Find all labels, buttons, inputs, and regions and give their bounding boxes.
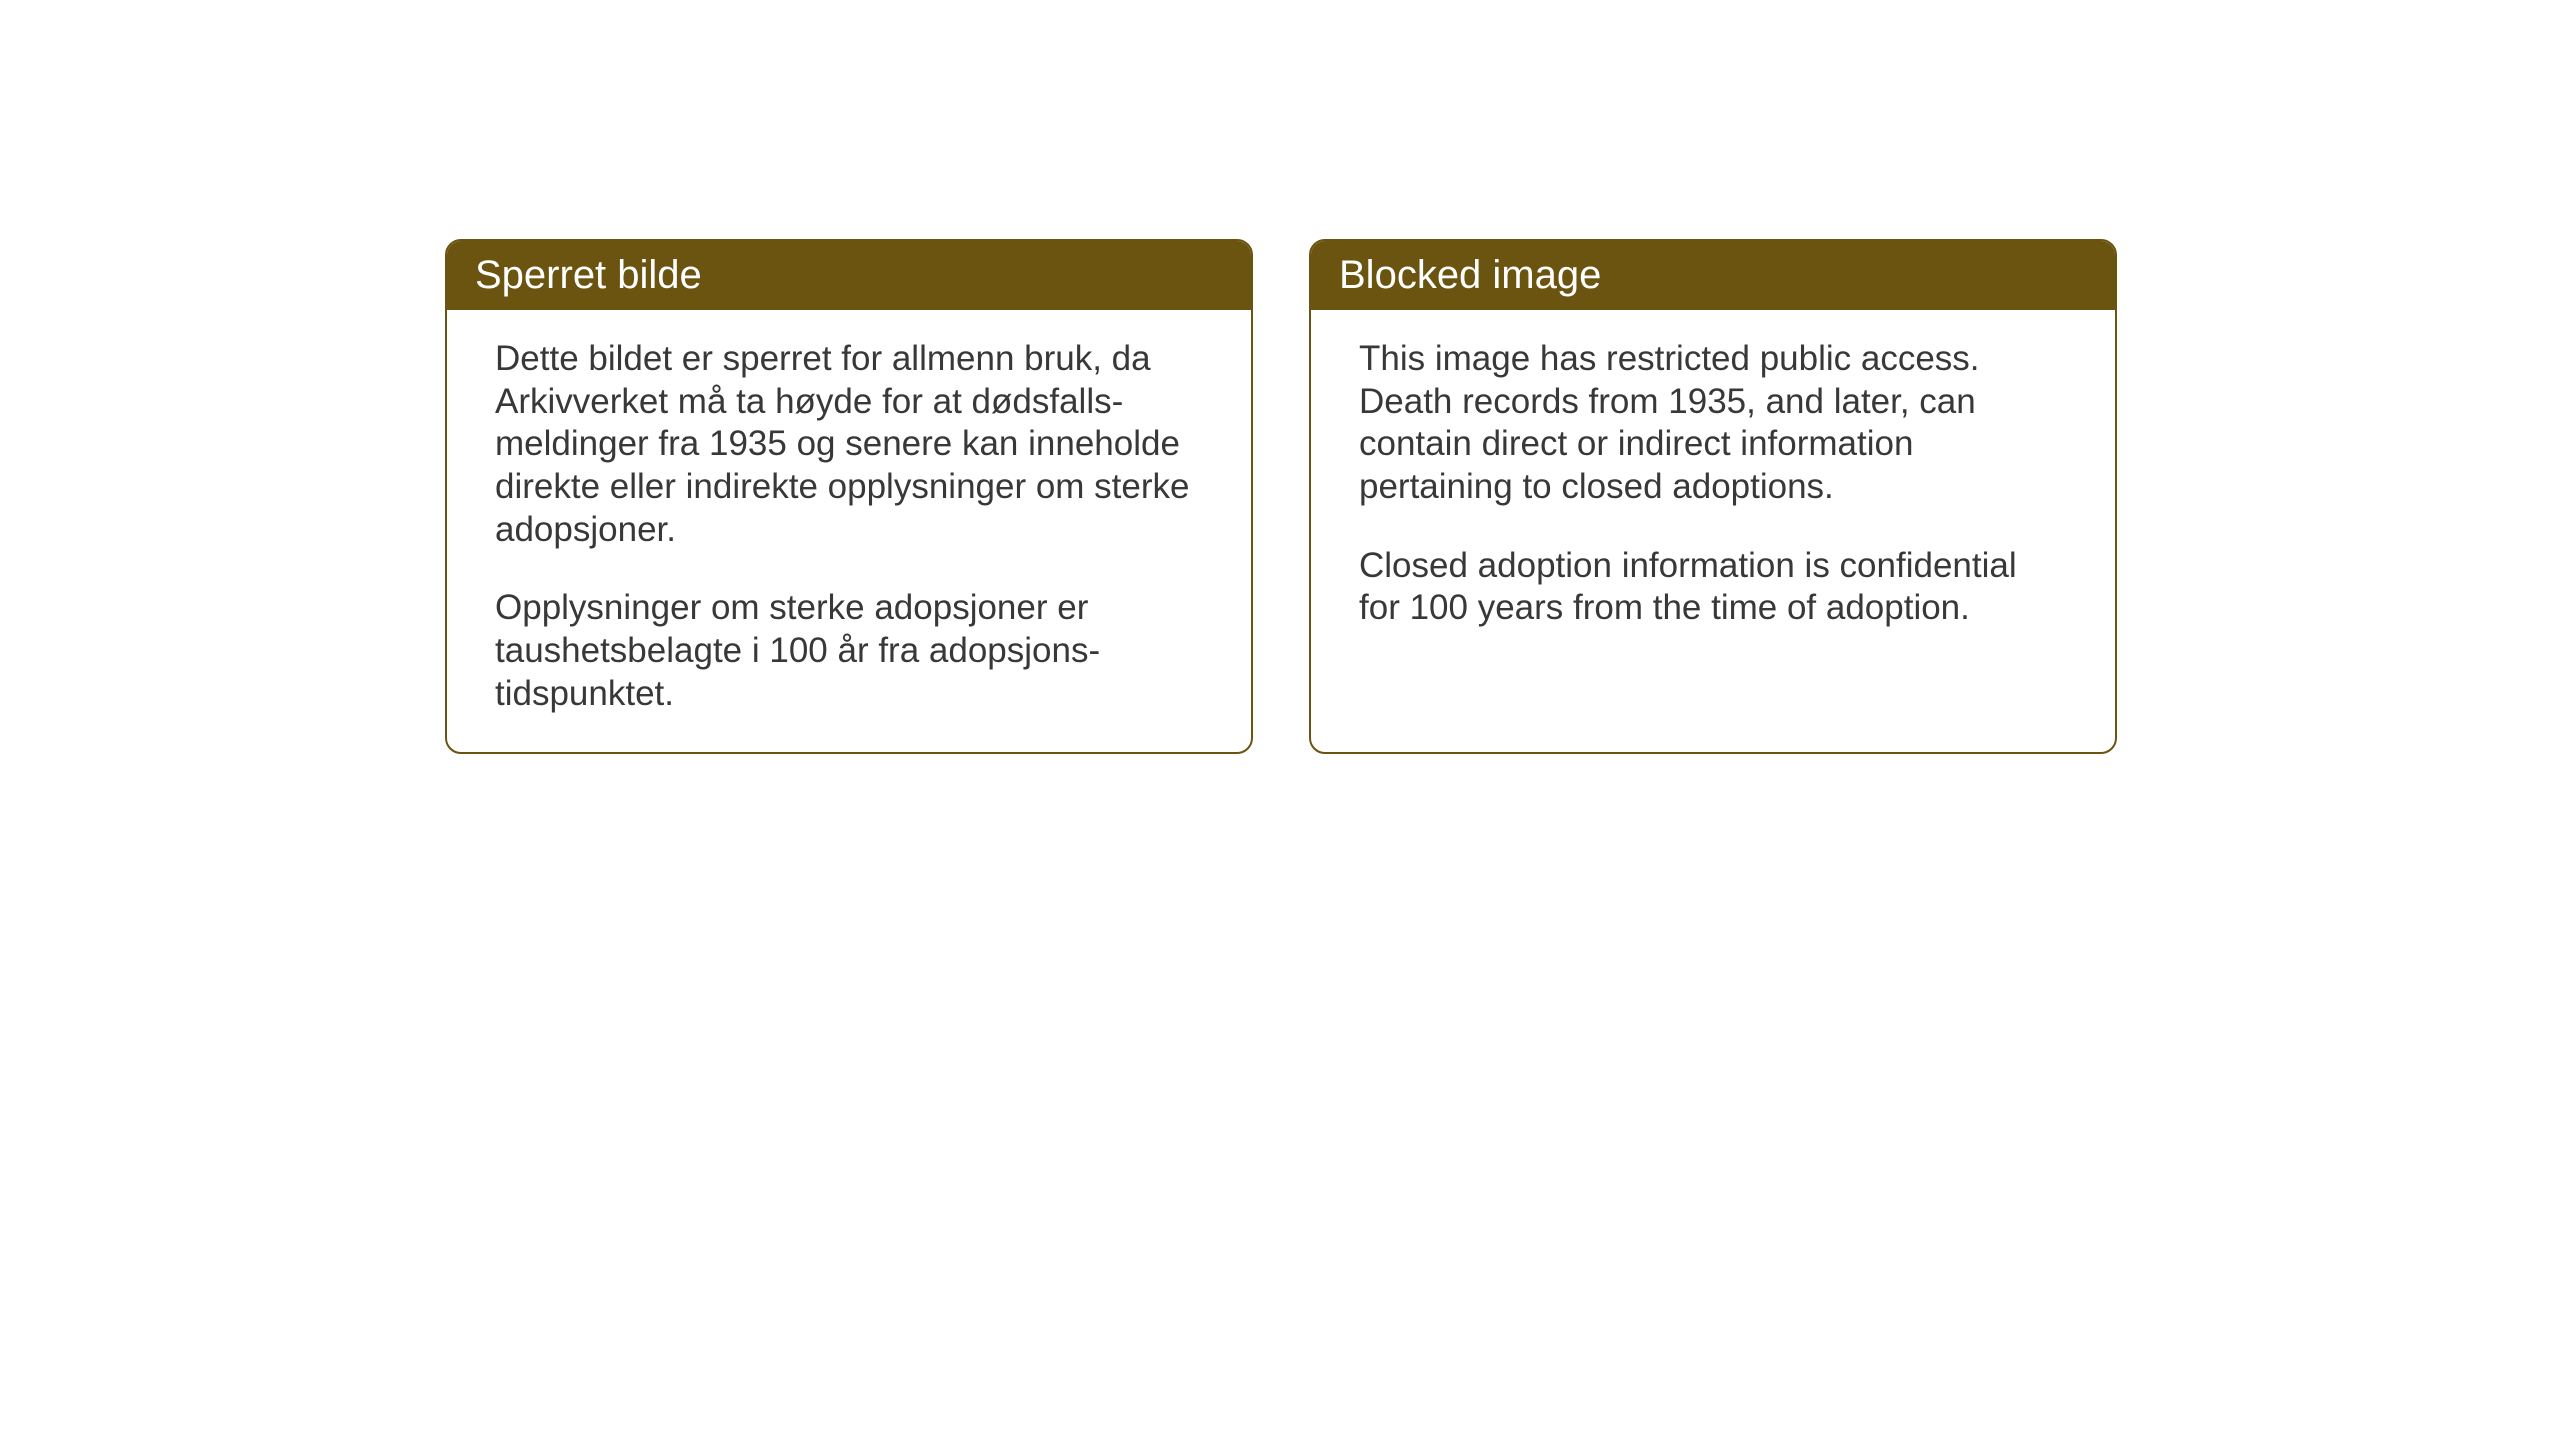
card-body-english: This image has restricted public access.… bbox=[1311, 310, 2115, 666]
card-norwegian: Sperret bilde Dette bildet er sperret fo… bbox=[445, 239, 1253, 754]
card-body-norwegian: Dette bildet er sperret for allmenn bruk… bbox=[447, 310, 1251, 752]
card-paragraph-2-norwegian: Opplysninger om sterke adopsjoner er tau… bbox=[495, 587, 1203, 715]
card-paragraph-1-norwegian: Dette bildet er sperret for allmenn bruk… bbox=[495, 338, 1203, 551]
cards-container: Sperret bilde Dette bildet er sperret fo… bbox=[445, 239, 2117, 754]
card-english: Blocked image This image has restricted … bbox=[1309, 239, 2117, 754]
card-paragraph-1-english: This image has restricted public access.… bbox=[1359, 338, 2067, 509]
card-title-english: Blocked image bbox=[1339, 253, 1601, 297]
card-paragraph-2-english: Closed adoption information is confident… bbox=[1359, 545, 2067, 630]
card-header-english: Blocked image bbox=[1311, 241, 2115, 310]
card-header-norwegian: Sperret bilde bbox=[447, 241, 1251, 310]
card-title-norwegian: Sperret bilde bbox=[475, 253, 702, 297]
